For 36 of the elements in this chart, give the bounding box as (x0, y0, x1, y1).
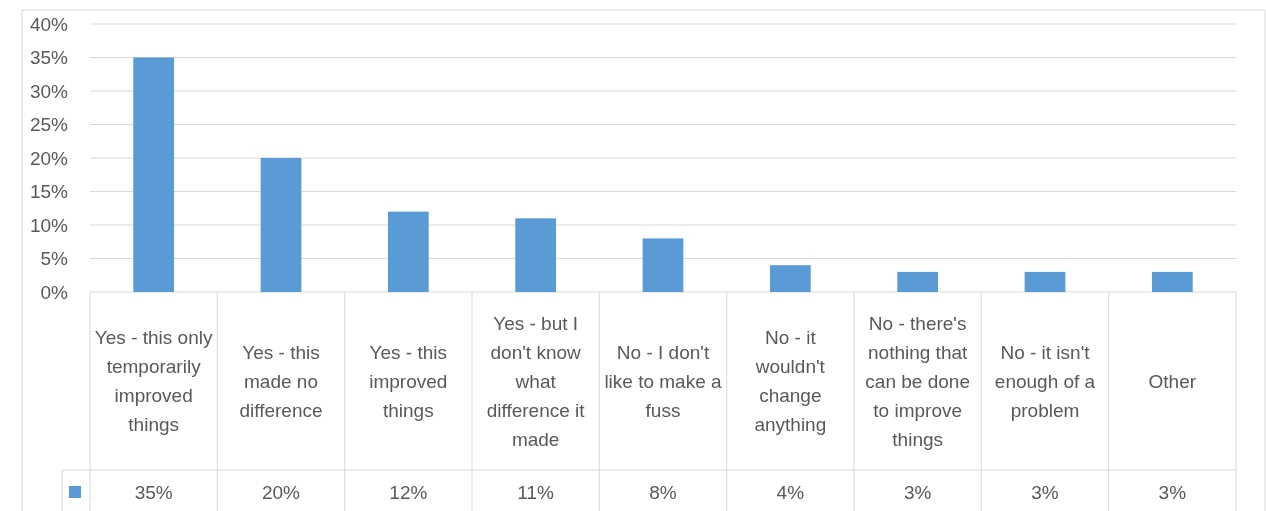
data-label: 11% (517, 481, 555, 503)
bar (1151, 271, 1193, 292)
y-tick-label: 10% (29, 214, 69, 236)
x-tick-label: Yes - this made no difference (239, 341, 323, 421)
data-label: 35% (134, 481, 173, 503)
x-tick-label: Yes - this only temporarily improved things (94, 327, 213, 436)
data-label: 3% (1158, 481, 1187, 503)
data-label: 3% (903, 481, 932, 503)
y-tick-label: 35% (29, 47, 69, 69)
x-tick-label: Other (1148, 370, 1197, 392)
data-label: 20% (261, 481, 301, 503)
bar (769, 265, 811, 292)
y-tick-label: 5% (40, 248, 69, 270)
bar (515, 218, 557, 292)
y-tick-label: 15% (29, 181, 69, 203)
y-tick-label: 0% (40, 281, 69, 303)
bar (897, 271, 939, 292)
y-tick-label: 40% (29, 13, 69, 35)
bar (1024, 271, 1066, 292)
bar (642, 238, 684, 292)
x-tick-label: No - it isn't enough of a problem (994, 341, 1096, 421)
y-tick-label: 30% (29, 80, 69, 102)
bar (387, 211, 429, 292)
data-label: 4% (776, 481, 805, 503)
y-tick-label: 20% (29, 147, 69, 169)
x-tick-label: No - it wouldn't change anything (754, 327, 827, 436)
data-label: 3% (1031, 481, 1059, 503)
x-tick-label: No - I don't like to make a fuss (604, 341, 723, 421)
bar (133, 57, 175, 292)
y-tick-label: 25% (29, 114, 69, 136)
x-tick-label: Yes - but I don't know what difference it made (486, 312, 586, 450)
data-label: 12% (389, 481, 428, 503)
x-tick-label: No - there's nothing that can be done to improve things (865, 312, 970, 450)
x-tick-label: Yes - this improved things (369, 341, 448, 421)
data-label: 8% (649, 481, 677, 503)
bar (260, 158, 302, 292)
